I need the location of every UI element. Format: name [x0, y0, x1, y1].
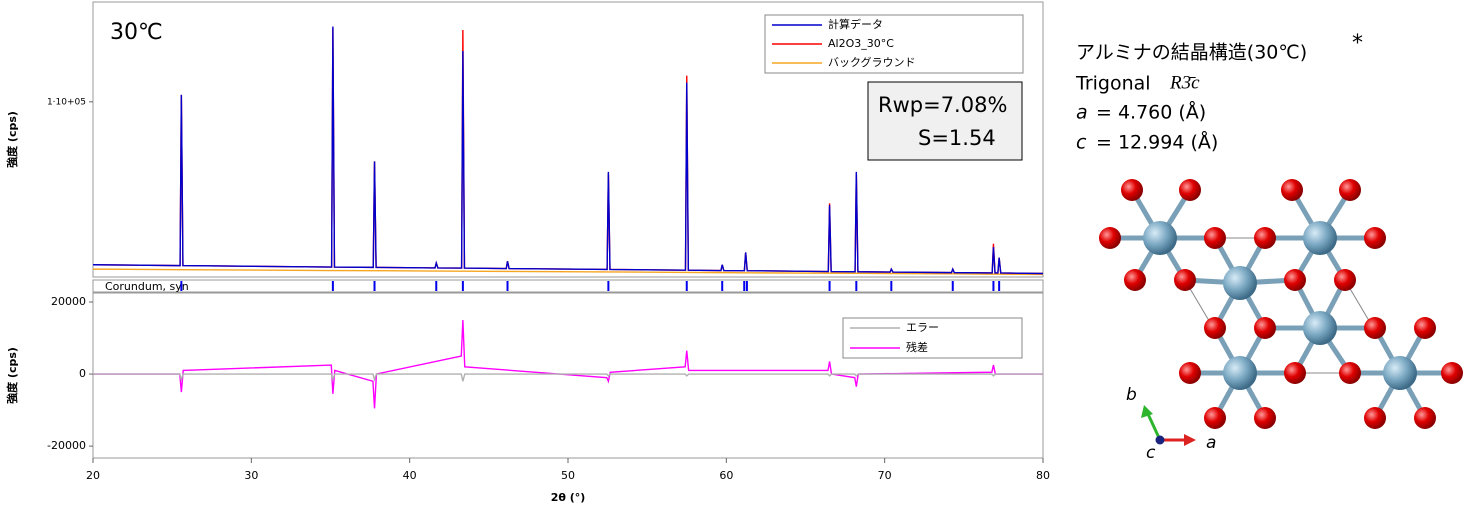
space-group: R3̄c: [1169, 72, 1200, 93]
legend-box: [842, 317, 1023, 359]
legend-label: エラー: [906, 321, 939, 334]
y-tick-label: 20000: [51, 295, 86, 308]
x-tick-label: 60: [719, 469, 733, 482]
legend-label: バックグラウンド: [828, 55, 916, 69]
crystal-structure: [1099, 179, 1463, 429]
x-axis-label: 2θ (°): [551, 491, 586, 504]
phase-strip: [92, 279, 1044, 293]
axis-name: a: [1206, 433, 1216, 453]
lattice-value: = 12.994 (Å): [1096, 131, 1218, 154]
y-axis-label: 強度 (cps): [5, 347, 19, 404]
y-axis-label: 強度 (cps): [5, 111, 19, 168]
x-tick-label: 80: [1036, 469, 1050, 482]
x-tick-label: 40: [403, 469, 417, 482]
stats-text: Rwp=7.08%: [878, 93, 1007, 117]
structure-title-mark: *: [1352, 31, 1363, 56]
annotation: 30℃: [110, 20, 163, 45]
phase-name: Corundum, syn: [105, 280, 189, 293]
legend-label: Al2O3_30°C: [828, 37, 894, 50]
lattice-value: = 4.760 (Å): [1096, 101, 1206, 124]
axis-name: c: [1146, 443, 1156, 463]
lattice-symbol: c: [1076, 132, 1087, 154]
stats-text: S=1.54: [918, 126, 996, 150]
x-tick-label: 20: [86, 469, 100, 482]
legend-label: 残差: [906, 340, 928, 354]
y-tick-label: 0: [79, 367, 86, 380]
axis-triad: [1141, 405, 1196, 446]
series-line: [93, 373, 1043, 382]
series-line: [92, 26, 1044, 275]
x-tick-label: 70: [878, 469, 892, 482]
legend-label: 計算データ: [828, 17, 883, 31]
stats-box: [867, 81, 1023, 161]
axis-name: b: [1126, 385, 1137, 405]
x-tick-label: 50: [561, 469, 575, 482]
crystal-system: Trigonal: [1075, 73, 1151, 95]
y-tick-label: 1·10+05: [47, 97, 86, 107]
y-tick-label: -20000: [47, 439, 86, 452]
x-tick-label: 30: [244, 469, 258, 482]
lattice-symbol: a: [1076, 102, 1088, 124]
series-line: [93, 319, 1043, 409]
structure-title: アルミナの結晶構造(30℃): [1076, 42, 1307, 64]
series-line: [92, 268, 1044, 276]
